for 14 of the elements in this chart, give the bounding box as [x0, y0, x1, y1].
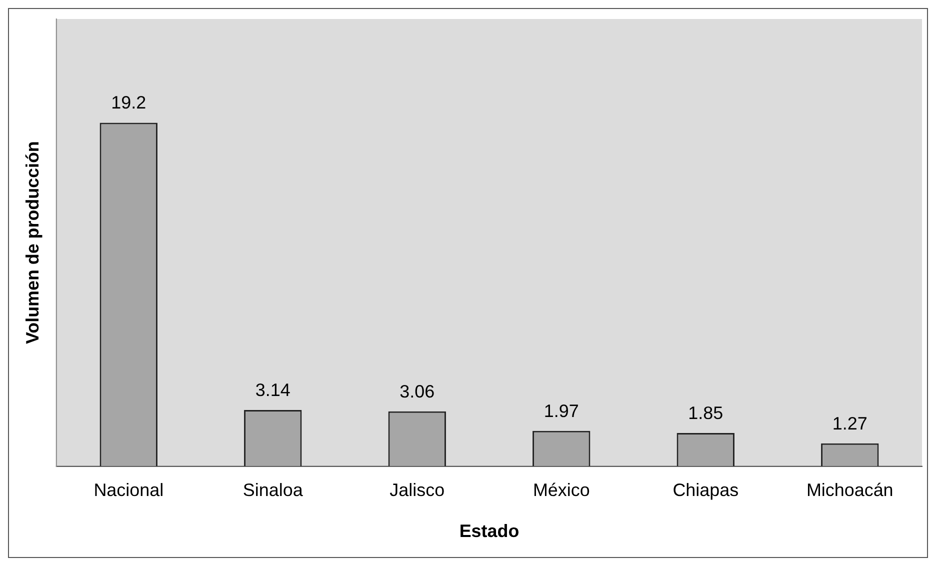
x-tick-label: México [532, 480, 590, 500]
x-tick-label: Nacional [94, 480, 164, 500]
data-label: 19.2 [111, 92, 146, 113]
x-tick-label: Michoacán [806, 480, 894, 500]
x-tick-label: Chiapas [672, 480, 739, 500]
data-label: 1.97 [544, 400, 579, 421]
x-axis-title: Estado [459, 521, 520, 542]
data-label: 3.14 [255, 380, 290, 400]
y-axis-title: Volumen de producción [22, 141, 43, 344]
data-label: 1.85 [688, 403, 724, 424]
data-label: 1.27 [832, 413, 868, 434]
x-tick-label: Sinaloa [242, 480, 303, 500]
x-tick-label: Jalisco [390, 480, 445, 500]
data-label: 3.06 [400, 381, 435, 402]
